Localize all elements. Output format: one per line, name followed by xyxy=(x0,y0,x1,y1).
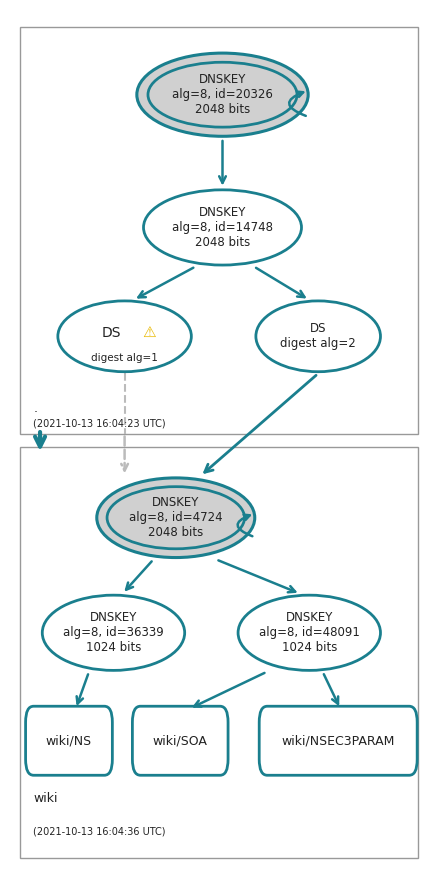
Text: digest alg=1: digest alg=1 xyxy=(91,352,158,363)
Text: DS: DS xyxy=(101,326,121,340)
Ellipse shape xyxy=(137,53,308,136)
Text: DNSKEY
alg=8, id=4724
2048 bits: DNSKEY alg=8, id=4724 2048 bits xyxy=(129,496,222,539)
Text: (2021-10-13 16:04:23 UTC): (2021-10-13 16:04:23 UTC) xyxy=(33,418,166,428)
Ellipse shape xyxy=(238,595,380,671)
Ellipse shape xyxy=(148,62,297,127)
Ellipse shape xyxy=(143,190,302,266)
Text: ⚠: ⚠ xyxy=(143,326,156,340)
Text: (2021-10-13 16:04:36 UTC): (2021-10-13 16:04:36 UTC) xyxy=(33,827,166,837)
Ellipse shape xyxy=(58,301,191,372)
Ellipse shape xyxy=(42,595,185,671)
FancyBboxPatch shape xyxy=(26,706,112,775)
Text: DS
digest alg=2: DS digest alg=2 xyxy=(280,322,356,350)
Text: DNSKEY
alg=8, id=48091
1024 bits: DNSKEY alg=8, id=48091 1024 bits xyxy=(259,612,360,654)
Text: wiki: wiki xyxy=(33,792,58,804)
Text: wiki/SOA: wiki/SOA xyxy=(153,735,208,747)
Ellipse shape xyxy=(256,301,380,372)
Text: wiki/NSEC3PARAM: wiki/NSEC3PARAM xyxy=(282,735,395,747)
FancyBboxPatch shape xyxy=(259,706,417,775)
Text: DNSKEY
alg=8, id=36339
1024 bits: DNSKEY alg=8, id=36339 1024 bits xyxy=(63,612,164,654)
Text: DNSKEY
alg=8, id=14748
2048 bits: DNSKEY alg=8, id=14748 2048 bits xyxy=(172,206,273,249)
FancyBboxPatch shape xyxy=(133,706,228,775)
Ellipse shape xyxy=(107,487,244,549)
Text: DNSKEY
alg=8, id=20326
2048 bits: DNSKEY alg=8, id=20326 2048 bits xyxy=(172,73,273,116)
Text: wiki/NS: wiki/NS xyxy=(46,735,92,747)
Text: .: . xyxy=(33,403,37,415)
Ellipse shape xyxy=(97,478,255,558)
FancyBboxPatch shape xyxy=(20,27,418,434)
FancyBboxPatch shape xyxy=(20,447,418,858)
